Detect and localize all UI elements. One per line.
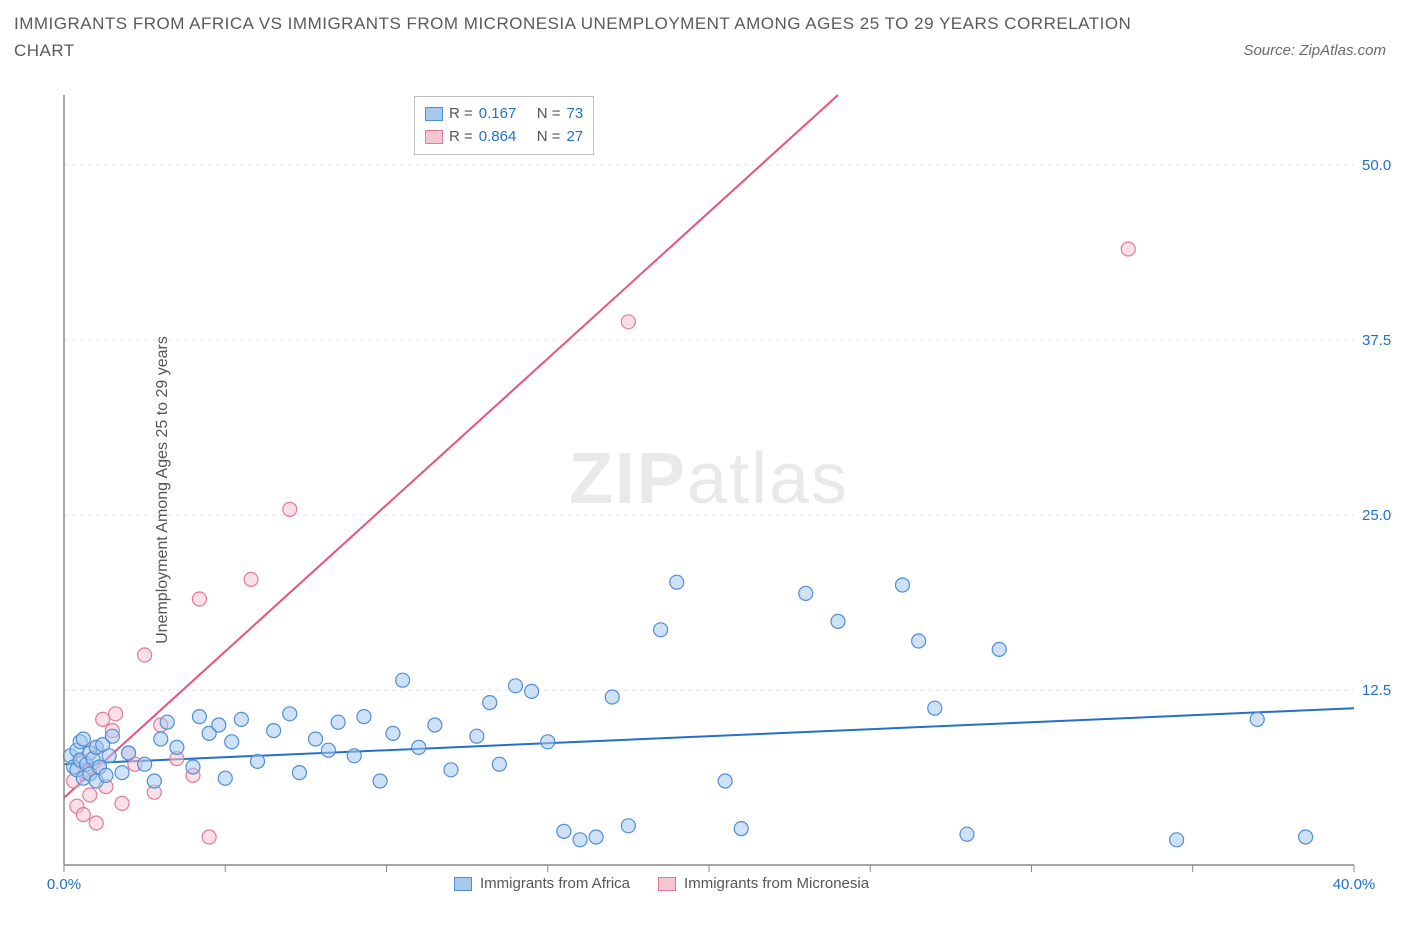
svg-text:40.0%: 40.0%	[1333, 876, 1376, 893]
correlation-legend: R = 0.167 N = 73 R = 0.864 N = 27	[414, 96, 594, 155]
svg-text:25.0%: 25.0%	[1362, 507, 1392, 524]
series-name: Immigrants from Africa	[480, 875, 630, 892]
source-attribution: Source: ZipAtlas.com	[1243, 42, 1386, 59]
legend-swatch	[425, 107, 443, 121]
n-value: 27	[567, 126, 584, 149]
y-axis-label: Unemployment Among Ages 25 to 29 years	[154, 336, 172, 644]
svg-text:0.0%: 0.0%	[47, 876, 81, 893]
svg-text:50.0%: 50.0%	[1362, 157, 1392, 174]
r-value: 0.864	[479, 126, 531, 149]
legend-swatch	[425, 130, 443, 144]
legend-swatch	[658, 877, 676, 891]
n-label: N =	[537, 126, 561, 149]
legend-row: R = 0.167 N = 73	[425, 103, 583, 126]
svg-text:12.5%: 12.5%	[1362, 682, 1392, 699]
svg-text:ZIPatlas: ZIPatlas	[569, 439, 849, 519]
chart-title: IMMIGRANTS FROM AFRICA VS IMMIGRANTS FRO…	[14, 10, 1194, 64]
series-legend-item: Immigrants from Micronesia	[658, 875, 869, 892]
r-label: R =	[449, 126, 473, 149]
n-label: N =	[537, 103, 561, 126]
r-value: 0.167	[479, 103, 531, 126]
n-value: 73	[567, 103, 584, 126]
series-name: Immigrants from Micronesia	[684, 875, 869, 892]
legend-row: R = 0.864 N = 27	[425, 126, 583, 149]
series-legend-item: Immigrants from Africa	[454, 875, 630, 892]
chart-container: Unemployment Among Ages 25 to 29 years 1…	[14, 80, 1392, 900]
legend-swatch	[454, 877, 472, 891]
svg-text:37.5%: 37.5%	[1362, 332, 1392, 349]
series-legend: Immigrants from Africa Immigrants from Mi…	[454, 875, 869, 892]
scatter-chart: 12.5% 25.0% 37.5% 50.0% ZIPatlas 0.0% 40.0%	[14, 80, 1392, 900]
r-label: R =	[449, 103, 473, 126]
